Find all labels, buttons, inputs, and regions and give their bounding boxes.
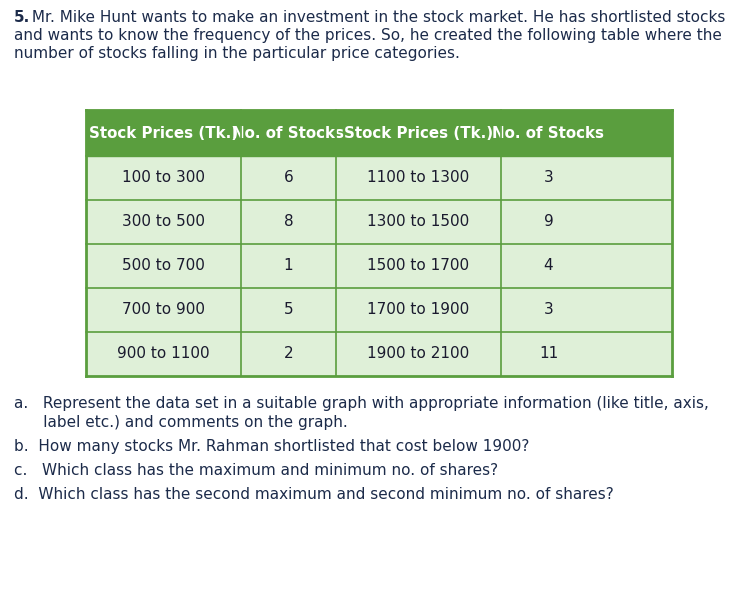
Text: b.  How many stocks Mr. Rahman shortlisted that cost below 1900?: b. How many stocks Mr. Rahman shortliste… — [14, 439, 529, 454]
Text: label etc.) and comments on the graph.: label etc.) and comments on the graph. — [14, 415, 348, 430]
Text: 3: 3 — [544, 302, 554, 317]
Text: c.   Which class has the maximum and minimum no. of shares?: c. Which class has the maximum and minim… — [14, 463, 498, 478]
Text: 1300 to 1500: 1300 to 1500 — [367, 214, 470, 229]
Bar — [86, 288, 672, 332]
Text: 5.: 5. — [14, 10, 30, 25]
Text: 300 to 500: 300 to 500 — [122, 214, 205, 229]
Bar — [86, 200, 672, 244]
Text: Stock Prices (Tk.): Stock Prices (Tk.) — [89, 125, 238, 140]
Text: d.  Which class has the second maximum and second minimum no. of shares?: d. Which class has the second maximum an… — [14, 487, 614, 502]
Text: 1: 1 — [284, 259, 293, 274]
Text: Stock Prices (Tk.): Stock Prices (Tk.) — [344, 125, 493, 140]
Text: 11: 11 — [539, 346, 558, 361]
Text: 700 to 900: 700 to 900 — [122, 302, 205, 317]
Bar — [86, 110, 672, 156]
Text: 9: 9 — [544, 214, 554, 229]
Text: 500 to 700: 500 to 700 — [122, 259, 205, 274]
Text: a.   Represent the data set in a suitable graph with appropriate information (li: a. Represent the data set in a suitable … — [14, 396, 709, 411]
Text: 8: 8 — [284, 214, 293, 229]
Text: 100 to 300: 100 to 300 — [122, 170, 205, 185]
Bar — [86, 332, 672, 376]
Text: 3: 3 — [544, 170, 554, 185]
Bar — [86, 244, 672, 288]
Text: 1900 to 2100: 1900 to 2100 — [367, 346, 470, 361]
Text: 4: 4 — [544, 259, 554, 274]
Text: No. of Stocks: No. of Stocks — [493, 125, 605, 140]
Text: 5: 5 — [284, 302, 293, 317]
Text: number of stocks falling in the particular price categories.: number of stocks falling in the particul… — [14, 46, 460, 61]
Text: No. of Stocks: No. of Stocks — [233, 125, 345, 140]
Text: 1700 to 1900: 1700 to 1900 — [367, 302, 470, 317]
Bar — [86, 110, 672, 376]
Text: 1500 to 1700: 1500 to 1700 — [368, 259, 470, 274]
Text: 6: 6 — [284, 170, 293, 185]
Text: Mr. Mike Hunt wants to make an investment in the stock market. He has shortliste: Mr. Mike Hunt wants to make an investmen… — [27, 10, 725, 25]
Text: 900 to 1100: 900 to 1100 — [117, 346, 210, 361]
Text: 1100 to 1300: 1100 to 1300 — [367, 170, 470, 185]
Text: 2: 2 — [284, 346, 293, 361]
Text: and wants to know the frequency of the prices. So, he created the following tabl: and wants to know the frequency of the p… — [14, 28, 722, 43]
Bar — [86, 156, 672, 200]
